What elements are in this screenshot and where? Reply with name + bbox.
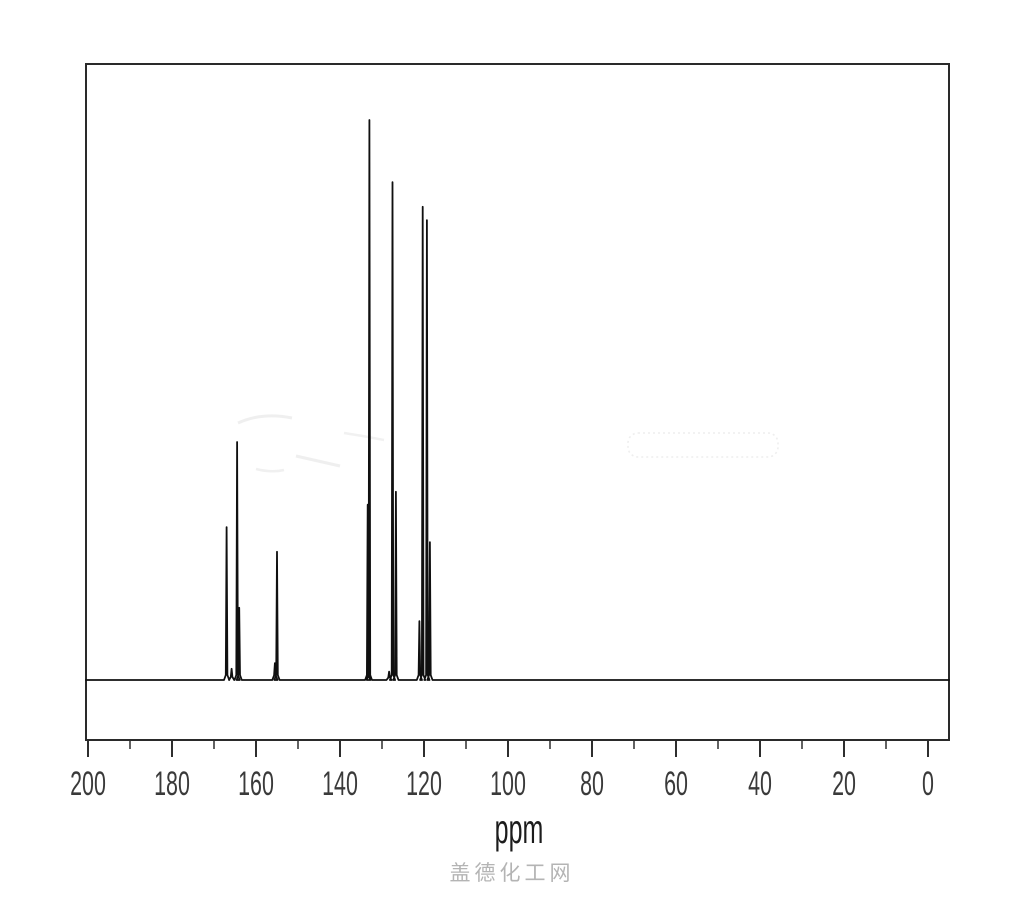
x-tick-label: 160 (238, 765, 274, 803)
x-tick-label: 120 (406, 765, 442, 803)
watermark-text: 盖德化工网 (449, 862, 575, 885)
artifact-smudge (295, 454, 341, 468)
artifact-smudge (343, 431, 385, 442)
x-tick-label: 20 (832, 765, 856, 803)
spectrum-trace (85, 119, 950, 681)
artifact-ghost-box (627, 432, 779, 458)
x-tick-label: 0 (922, 765, 934, 803)
x-tick-label: 200 (70, 765, 106, 803)
x-tick-label: 140 (322, 765, 358, 803)
x-tick-label: 80 (580, 765, 604, 803)
x-tick-label: 60 (664, 765, 688, 803)
plot-box (85, 63, 950, 741)
x-axis-label: ppm (494, 806, 544, 852)
x-tick-label: 100 (490, 765, 526, 803)
x-tick-label: 180 (154, 765, 190, 803)
x-tick-label: 40 (748, 765, 772, 803)
artifact-smudge (237, 414, 293, 425)
artifact-smudge (255, 467, 285, 473)
